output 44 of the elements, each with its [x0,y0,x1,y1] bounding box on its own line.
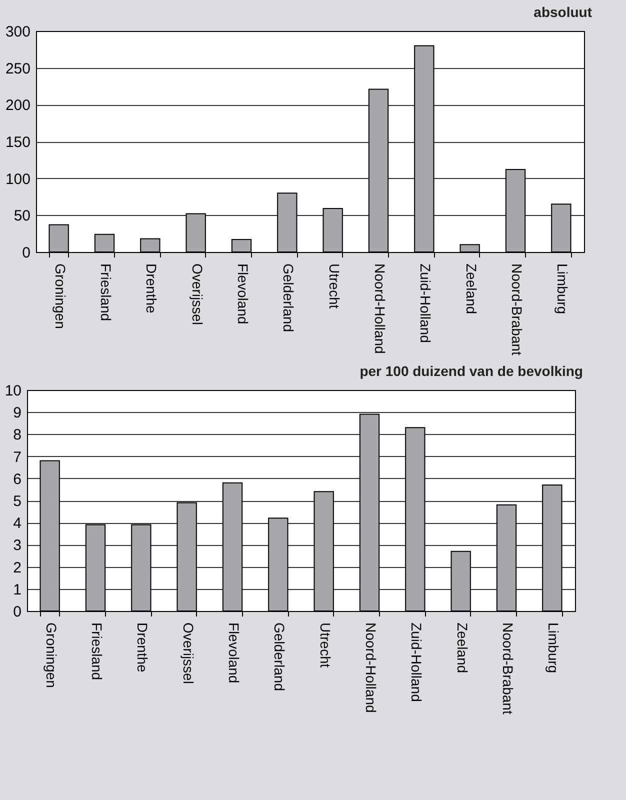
x-tick-label: Utrecht [317,622,334,668]
y-tick-label: 200 [5,97,30,114]
x-tick-label: Limburg [546,622,562,674]
y-tick-label: 5 [13,493,22,510]
y-tick-label: 4 [13,515,22,532]
y-tick-label: 50 [14,208,30,225]
x-tick-label: Gelderland [272,622,288,691]
x-tick-label: Gelderland [280,264,297,332]
x-tick-label: Friesland [89,622,105,680]
y-tick-label: 8 [13,426,22,444]
x-tick-label: Drenthe [144,264,160,314]
y-tick-label: 3 [13,537,22,554]
y-tick-label: 6 [13,470,22,488]
y-tick-label: 0 [22,244,30,262]
y-tick-label: 0 [13,604,22,620]
x-tick-label: Groningen [43,622,60,688]
y-tick-label: 300 [5,24,30,40]
chart-title: per 100 duizend van de bevolking [360,363,583,379]
x-tick-label: Zuid-Holland [408,622,425,702]
y-tick-label: 7 [13,448,22,466]
x-tick-label: Zeeland [463,264,480,314]
y-tick-label: 150 [5,134,30,151]
x-tick-label: Overijssel [180,622,196,684]
x-tick-label: Utrecht [326,264,342,309]
x-tick-label: Limburg [554,264,571,314]
x-tick-label: Zeeland [454,622,470,674]
x-tick-label: Friesland [98,264,114,322]
y-tick-label: 250 [5,60,30,78]
x-tick-label: Noord-Holland [372,264,388,354]
y-tick-label: 1 [13,581,22,598]
x-tick-label: Groningen [52,264,68,329]
x-tick-label: Flevoland [226,622,242,684]
x-tick-label: Noord-Brabant [500,622,516,714]
chart-title: absoluut [534,4,592,20]
x-tick-label: Overijssel [189,264,206,325]
x-tick-label: Drenthe [134,622,151,673]
y-tick-label: 2 [13,559,22,576]
y-tick-label: 9 [13,404,22,422]
x-tick-label: Noord-Brabant [509,264,525,356]
x-tick-label: Zuid-Holland [418,264,434,343]
x-tick-label: Noord-Holland [363,622,379,713]
y-tick-label: 100 [5,170,30,188]
x-tick-label: Flevoland [235,264,251,324]
y-tick-label: 10 [4,382,22,400]
